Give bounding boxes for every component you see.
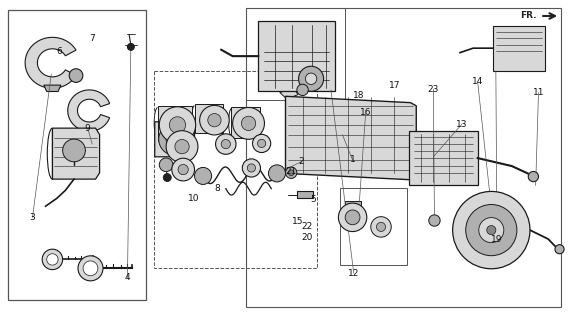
Circle shape [169,117,186,133]
Circle shape [247,164,255,172]
Text: 23: 23 [428,85,439,94]
Polygon shape [158,106,192,141]
Text: 14: 14 [472,77,483,86]
Polygon shape [409,131,478,186]
Circle shape [69,69,83,82]
Circle shape [429,215,440,226]
Circle shape [345,210,360,225]
Polygon shape [286,96,416,180]
Text: 5: 5 [310,195,316,204]
Bar [154,71,317,268]
Text: 17: 17 [389,81,400,90]
Bar [246,8,345,100]
Text: 22: 22 [301,222,313,231]
Text: 1: 1 [349,156,356,164]
Text: 8: 8 [214,184,220,193]
Circle shape [339,203,367,232]
Circle shape [159,124,191,155]
Polygon shape [155,122,195,157]
Bar [8,10,146,300]
Circle shape [159,107,196,143]
Bar [340,188,407,265]
Circle shape [166,131,198,163]
Circle shape [175,140,189,154]
Text: 9: 9 [85,124,91,132]
Circle shape [555,245,564,254]
Text: 16: 16 [360,108,371,117]
Polygon shape [297,191,313,198]
Circle shape [297,84,308,96]
Circle shape [299,66,324,91]
Polygon shape [195,104,223,133]
Circle shape [83,261,98,276]
Circle shape [127,44,134,50]
Circle shape [47,254,58,265]
Polygon shape [493,26,545,71]
Circle shape [78,256,103,281]
Polygon shape [280,88,298,99]
Circle shape [453,191,530,269]
Polygon shape [345,201,360,209]
Polygon shape [231,107,260,138]
Circle shape [163,173,171,181]
Text: 10: 10 [188,194,199,203]
Circle shape [242,159,260,177]
Text: FR.: FR. [520,12,537,20]
Circle shape [178,164,188,175]
Circle shape [268,165,286,182]
Text: 2: 2 [299,157,304,166]
Circle shape [195,167,212,184]
Circle shape [242,116,256,131]
Text: 6: 6 [57,46,62,56]
Circle shape [221,140,231,149]
Text: 18: 18 [352,91,364,100]
Circle shape [479,218,504,243]
Text: 12: 12 [348,268,359,278]
Circle shape [42,249,63,270]
Text: 7: 7 [89,34,95,43]
Text: 13: 13 [456,120,468,129]
Text: 3: 3 [30,213,35,222]
Circle shape [466,204,517,256]
Circle shape [258,139,266,148]
Circle shape [286,167,297,179]
Text: 19: 19 [491,235,502,244]
Circle shape [305,73,317,84]
Circle shape [232,108,264,139]
Polygon shape [68,90,110,131]
Text: 15: 15 [292,217,304,226]
Circle shape [371,217,391,237]
Circle shape [376,222,385,231]
Text: 20: 20 [301,233,313,242]
Polygon shape [25,37,76,88]
Circle shape [252,134,271,153]
Circle shape [200,105,229,135]
Circle shape [288,170,294,176]
Circle shape [166,131,183,148]
Polygon shape [44,85,61,92]
Polygon shape [258,21,335,91]
Circle shape [63,139,86,162]
Circle shape [486,226,496,235]
Circle shape [216,134,236,154]
Circle shape [208,114,221,127]
Text: 4: 4 [124,273,130,282]
Circle shape [528,172,538,182]
Circle shape [159,158,173,172]
Text: 21: 21 [286,167,297,176]
Polygon shape [53,128,99,179]
Text: 11: 11 [533,88,544,97]
Circle shape [172,158,195,181]
